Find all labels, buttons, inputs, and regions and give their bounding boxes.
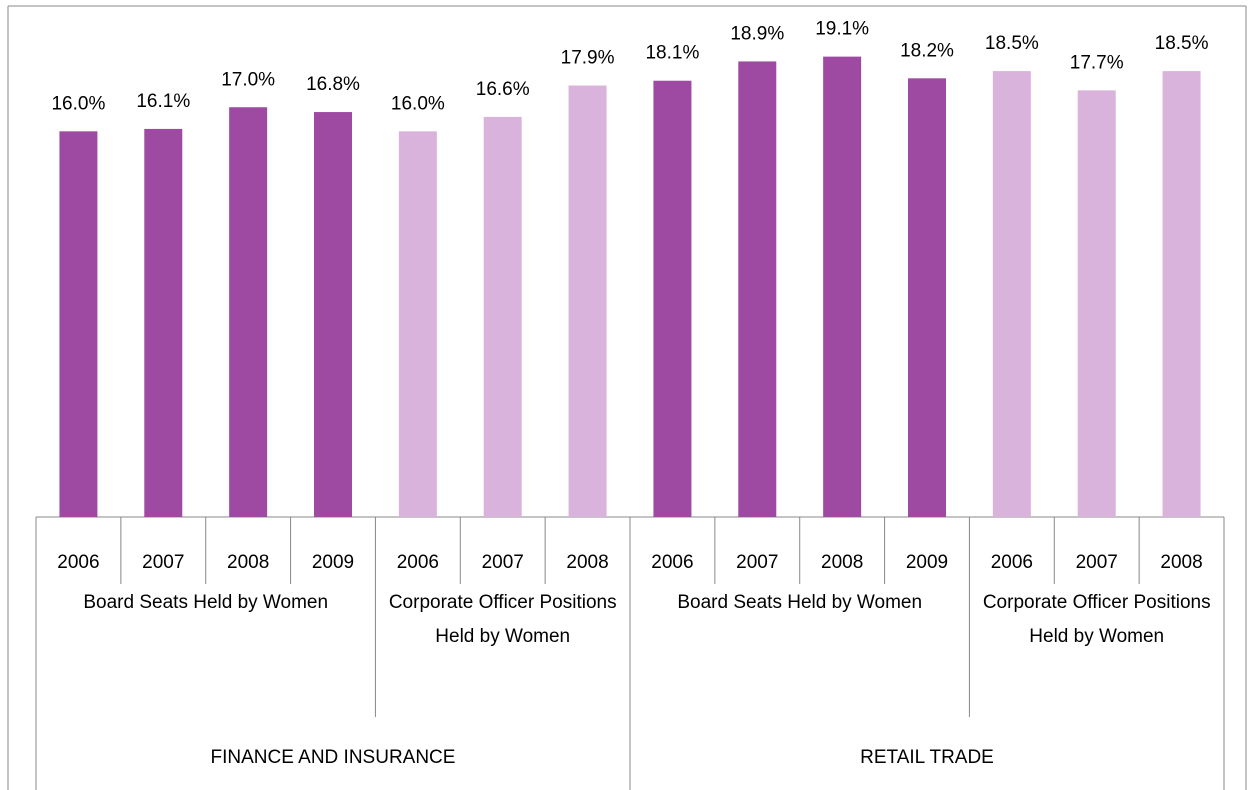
bar: [229, 107, 268, 518]
x-tick-label: 2008: [566, 552, 608, 573]
group-label: FINANCE AND INSURANCE: [210, 747, 456, 768]
bar: [653, 80, 692, 518]
x-tick-label: 2009: [312, 552, 354, 573]
subgroup-label: Board Seats Held by Women: [83, 592, 329, 613]
subgroup-label: Corporate Officer Positions Held by Wome…: [982, 592, 1211, 647]
data-label: 17.9%: [561, 48, 615, 69]
bar: [823, 56, 862, 518]
data-label: 16.1%: [136, 91, 190, 112]
data-label: 16.0%: [391, 93, 445, 114]
data-label: 18.2%: [900, 40, 954, 61]
data-label: 18.5%: [1155, 33, 1209, 54]
data-label: 18.1%: [645, 43, 699, 64]
data-label: 19.1%: [815, 19, 869, 40]
bar: [908, 78, 946, 518]
x-tick-label: 2008: [227, 552, 269, 573]
bar: [144, 128, 183, 517]
data-label: 16.8%: [306, 74, 360, 95]
x-tick-label: 2006: [991, 552, 1033, 573]
bar: [738, 61, 777, 517]
bar: [568, 85, 607, 517]
data-label: 18.5%: [985, 33, 1039, 54]
x-tick-label: 2007: [1076, 552, 1118, 573]
bar: [398, 131, 437, 517]
data-label: 16.0%: [51, 93, 105, 114]
x-tick-label: 2007: [482, 552, 524, 573]
data-label: 16.6%: [476, 79, 530, 100]
bar: [59, 131, 98, 517]
bar: [483, 116, 522, 518]
bar: [1077, 90, 1116, 517]
x-tick-label: 2008: [821, 552, 863, 573]
x-tick-label: 2007: [142, 552, 184, 573]
data-label: 18.9%: [730, 23, 784, 44]
bar: [1162, 71, 1201, 517]
x-tick-label: 2006: [397, 552, 439, 573]
bar: [314, 112, 352, 517]
data-label: 17.7%: [1070, 52, 1124, 73]
bar: [992, 71, 1031, 517]
subgroup-label: Board Seats Held by Women: [677, 592, 923, 613]
subgroup-label: Corporate Officer Positions Held by Wome…: [388, 592, 617, 647]
x-tick-label: 2006: [651, 552, 693, 573]
group-label: RETAIL TRADE: [860, 747, 994, 768]
x-tick-label: 2006: [57, 552, 99, 573]
data-label: 17.0%: [221, 69, 275, 90]
x-tick-label: 2009: [906, 552, 948, 573]
x-tick-label: 2008: [1160, 552, 1202, 573]
x-tick-label: 2007: [736, 552, 778, 573]
